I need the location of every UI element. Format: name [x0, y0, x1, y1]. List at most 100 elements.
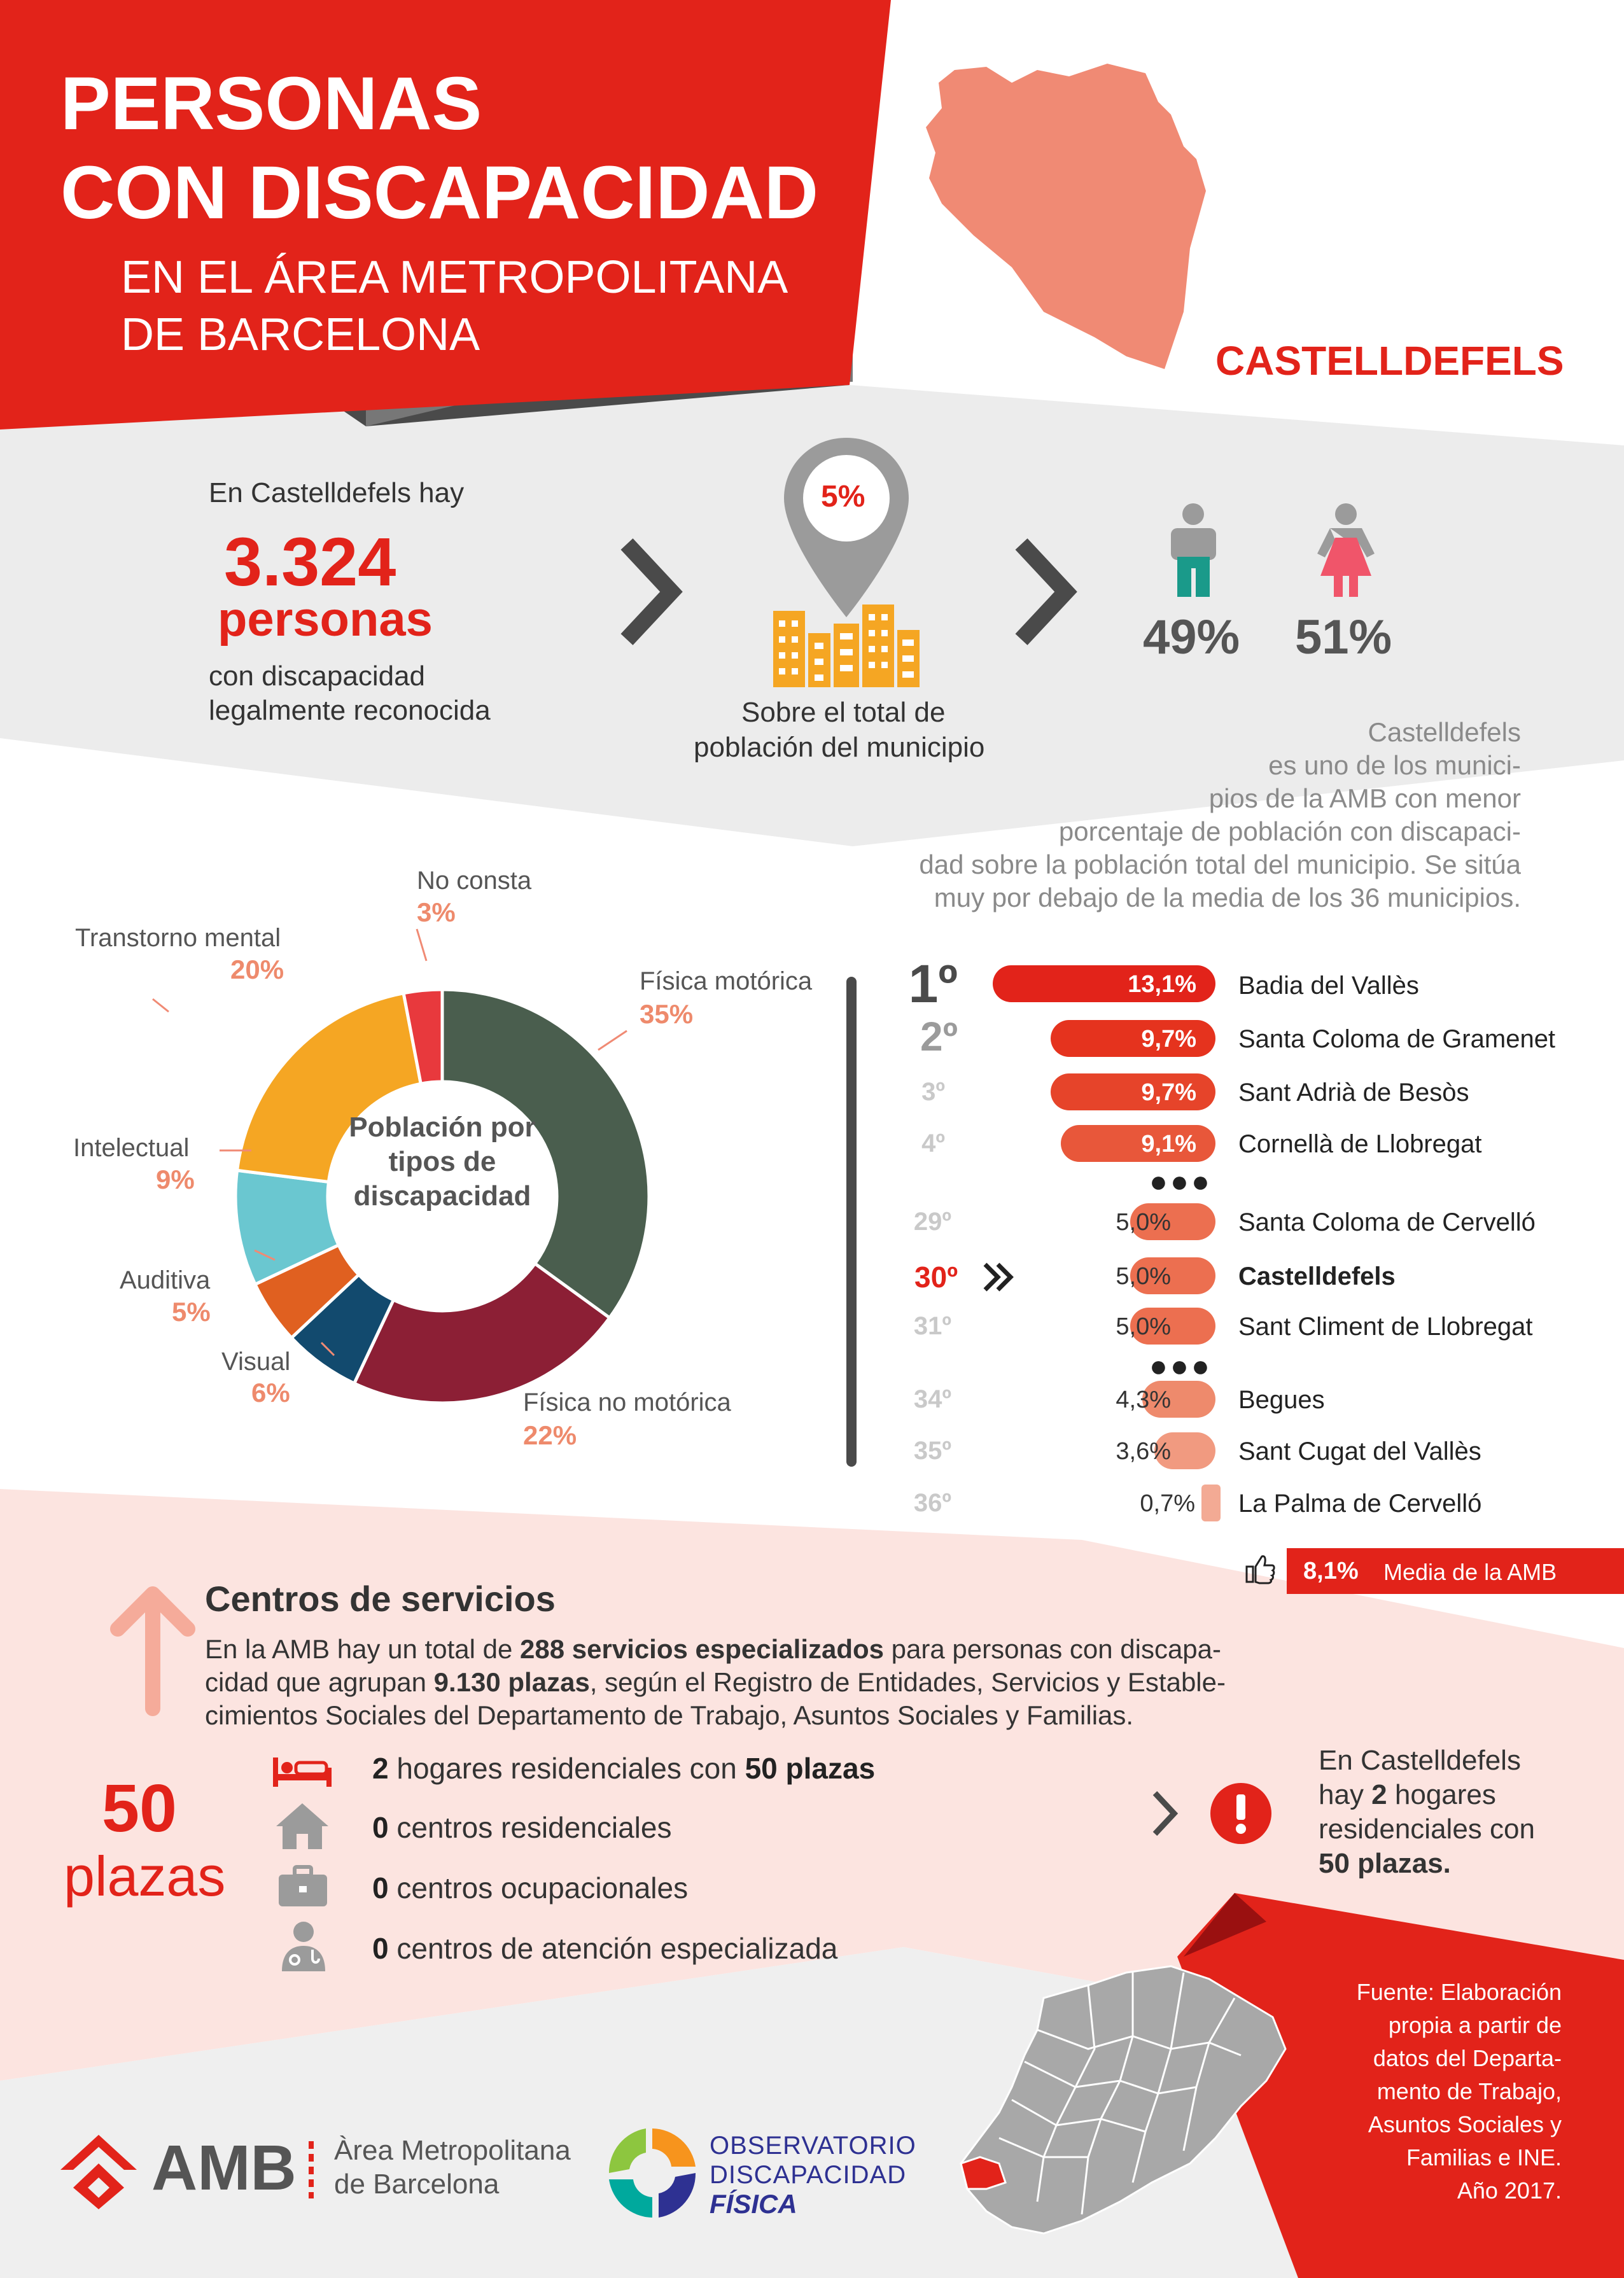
note-line: Castelldefels — [1368, 717, 1521, 747]
rank-34: 34º — [913, 1385, 951, 1413]
services-text-part: cidad que agrupan — [205, 1667, 434, 1697]
service-item-ocupacionales: 0 centros ocupacionales — [372, 1871, 688, 1905]
pct-no-consta: 3% — [417, 897, 456, 927]
callout-bold: 2 — [1371, 1779, 1387, 1810]
pin-percentage: 5% — [821, 480, 865, 514]
amb-name-line-2: de Barcelona — [334, 2169, 500, 2200]
service-item-atencion: 0 centros de atención especializada — [372, 1931, 837, 1966]
service-item-residenciales: 0 centros residenciales — [372, 1810, 671, 1845]
ranking-municipality: Santa Coloma de Gramenet — [1238, 1025, 1556, 1053]
label-intelectual: Intelectual — [73, 1134, 190, 1162]
source-line: Año 2017. — [1457, 2177, 1562, 2204]
source-line: Fuente: Elaboración — [1356, 1979, 1562, 2005]
ranking-municipality: Sant Adrià de Besòs — [1238, 1079, 1469, 1107]
amb-logo-icon — [60, 2135, 137, 2209]
label-no-consta: No consta — [417, 867, 532, 895]
pct-intelectual: 9% — [156, 1164, 195, 1194]
label-visual: Visual — [221, 1348, 291, 1376]
donut-leader-line — [152, 998, 169, 1013]
subtitle-line-2: DE BARCELONA — [121, 309, 480, 360]
summary-unit: personas — [218, 592, 433, 646]
ranking-municipality: Sant Climent de Llobregat — [1238, 1313, 1533, 1341]
services-text-part: En la AMB hay un total de — [205, 1634, 520, 1664]
average-bar — [1287, 1548, 1624, 1594]
plazas-number: 50 — [102, 1771, 177, 1846]
services-text-part: , según el Registro de Entidades, Servic… — [589, 1667, 1226, 1697]
ranking-bar-label: 4,3% — [1116, 1387, 1171, 1413]
municipality-name: CASTELLDEFELS — [1215, 338, 1564, 384]
amb-region-map — [960, 1965, 1287, 2235]
source-line: mento de Trabajo, — [1376, 2078, 1562, 2104]
note-line: porcentaje de población con discapaci- — [1058, 816, 1521, 846]
callout-part: hay — [1319, 1779, 1372, 1810]
buildings-icon — [773, 604, 920, 687]
service-item-hogares: 2 hogares residenciales con 50 plazas — [372, 1751, 875, 1785]
callout-line: 50 plazas. — [1319, 1848, 1451, 1879]
rank-4: 4º — [921, 1129, 945, 1157]
female-icon — [1317, 503, 1375, 597]
plazas-word: plazas — [64, 1845, 226, 1908]
double-chevron-icon — [983, 1262, 1014, 1292]
chevron-right-icon — [1152, 1791, 1179, 1836]
male-percentage: 49% — [1143, 610, 1240, 664]
source-line: datos del Departa- — [1373, 2045, 1562, 2071]
callout-line: residenciales con — [1319, 1813, 1535, 1845]
note-line: dad sobre la población total del municip… — [919, 849, 1521, 879]
rank-1: 1º — [908, 954, 958, 1014]
ranking-bar-label: 9,1% — [1141, 1131, 1196, 1157]
average-text: Media de la AMB — [1383, 1559, 1557, 1585]
average-value: 8,1% — [1303, 1558, 1359, 1584]
ellipsis-icon: ●●● — [1149, 1165, 1212, 1199]
alert-icon — [1210, 1783, 1271, 1844]
callout-line: En Castelldefels — [1319, 1745, 1521, 1776]
pin-desc-1: Sobre el total de — [741, 697, 946, 728]
note-line: muy por debajo de la media de los 36 mun… — [934, 883, 1521, 912]
pct-visual: 6% — [251, 1378, 290, 1408]
donut-title-line: discapacidad — [353, 1180, 531, 1212]
donut-leader-line — [254, 1249, 276, 1261]
ranking-bar — [1201, 1485, 1221, 1521]
label-auditiva: Auditiva — [120, 1266, 211, 1294]
summary-intro: En Castelldefels hay — [209, 477, 465, 508]
donut-title-line: Población por — [349, 1112, 536, 1143]
rank-31: 31º — [913, 1312, 951, 1340]
ranking-bar-label: 5,0% — [1116, 1209, 1171, 1236]
ranking-bar-label: 9,7% — [1141, 1079, 1196, 1106]
ranking-bar — [1130, 1257, 1215, 1294]
donut-slice-f-sica-no-mot-rica — [352, 1261, 612, 1405]
title-line-2: CON DISCAPACIDAD — [60, 151, 818, 235]
services-text-bold: 288 servicios especializados — [519, 1634, 885, 1664]
pct-fisica-no-motorica: 22% — [523, 1420, 577, 1450]
service-count: 2 — [372, 1752, 389, 1785]
donut-slice-f-sica-mot-rica — [440, 988, 651, 1320]
observatorio-line-1: OBSERVATORIO — [710, 2132, 916, 2160]
ranking-bar — [1050, 1020, 1215, 1057]
ranking-bar-label: 0,7% — [1140, 1490, 1195, 1517]
label-fisica-no-motorica: Física no motórica — [523, 1388, 731, 1416]
ranking-municipality: Begues — [1238, 1386, 1325, 1414]
house-icon — [276, 1803, 328, 1849]
donut-center-title: Población por tipos de discapacidad — [331, 1110, 554, 1213]
donut-slice-no-consta — [402, 988, 444, 1086]
ranking-divider — [846, 977, 857, 1467]
donut-leader-line — [320, 1341, 335, 1357]
ranking-municipality: Badia del Vallès — [1238, 972, 1419, 1000]
rank-35: 35º — [913, 1437, 951, 1465]
ellipsis-icon: ●●● — [1149, 1350, 1212, 1383]
donut-chart — [152, 928, 651, 1405]
services-text-bold: 9.130 plazas — [433, 1667, 590, 1697]
observatorio-line-3: FÍSICA — [710, 2189, 797, 2219]
amb-logo-divider — [309, 2141, 314, 2198]
rank-36: 36º — [913, 1489, 951, 1517]
label-transtorno-mental: Transtorno mental — [75, 924, 281, 952]
service-count: 0 — [372, 1932, 389, 1965]
pct-auditiva: 5% — [172, 1297, 211, 1327]
ranking-note: Castelldefels es uno de los munici- pios… — [919, 716, 1521, 914]
service-count: 0 — [372, 1871, 389, 1904]
service-text: centros ocupacionales — [388, 1871, 689, 1904]
pin-desc-2: población del municipio — [694, 732, 985, 763]
source-line: Asuntos Sociales y — [1368, 2111, 1562, 2137]
donut-title-line: tipos de — [388, 1146, 496, 1177]
ranking-bar — [1130, 1308, 1215, 1345]
